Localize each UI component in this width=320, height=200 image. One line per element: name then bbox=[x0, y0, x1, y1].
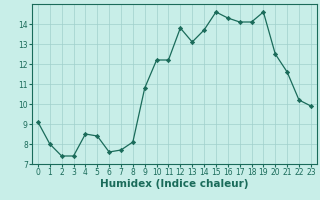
X-axis label: Humidex (Indice chaleur): Humidex (Indice chaleur) bbox=[100, 179, 249, 189]
